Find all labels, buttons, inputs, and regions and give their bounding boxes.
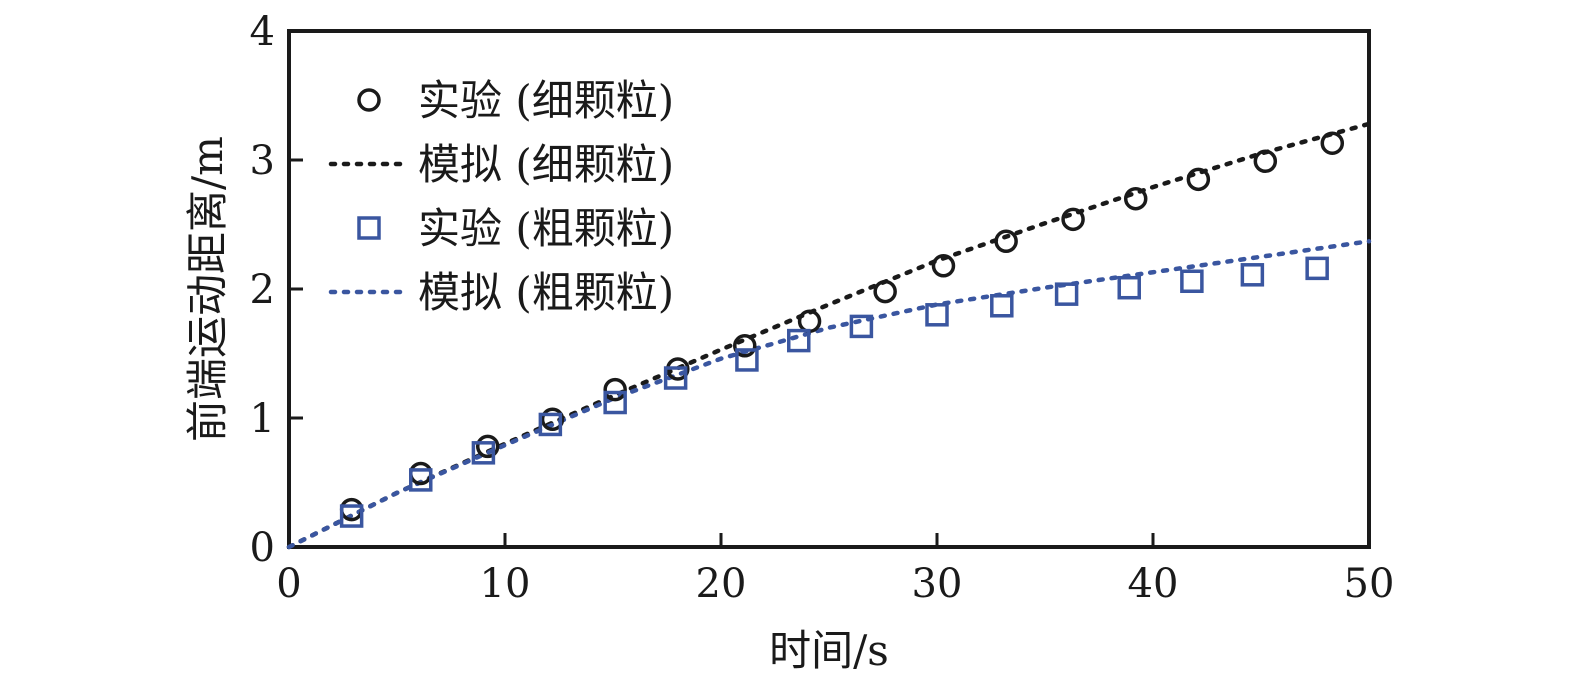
data-point-square — [849, 314, 874, 339]
data-point-square — [990, 294, 1014, 318]
y-axis-label: 前端运动距离/m — [183, 136, 232, 442]
series-line-3 — [286, 239, 1372, 550]
data-point-square — [409, 468, 433, 492]
data-point-square — [538, 412, 563, 437]
data-point-square — [603, 390, 627, 415]
data-point-square — [339, 504, 364, 528]
legend-label: 模拟 (粗颗粒) — [418, 268, 674, 317]
legend-item: 模拟 (细颗粒) — [328, 140, 674, 189]
y-tick-label: 4 — [250, 9, 275, 55]
data-point-square — [1180, 269, 1204, 294]
x-tick-label: 20 — [696, 561, 747, 607]
legend-label: 模拟 (细颗粒) — [418, 140, 674, 189]
data-point-square — [1240, 263, 1265, 287]
legend-label: 实验 (细颗粒) — [418, 76, 674, 125]
legend-item: 实验 (粗颗粒) — [357, 204, 674, 253]
y-tick-label: 1 — [250, 396, 275, 442]
data-point-circle — [1253, 149, 1278, 174]
data-point-square — [471, 441, 496, 465]
legend-item: 实验 (细颗粒) — [357, 76, 674, 125]
data-point-circle — [873, 279, 897, 304]
data-point-square — [663, 366, 688, 390]
data-point-circle — [1186, 167, 1211, 192]
x-axis: 0 10 20 30 40 50 — [276, 533, 1394, 607]
data-point-circle — [540, 407, 565, 432]
data-point-circle — [475, 434, 500, 459]
data-point-square — [1305, 256, 1329, 281]
data-point-circle — [1061, 207, 1085, 232]
y-tick-label: 2 — [250, 267, 275, 313]
data-point-circle — [603, 377, 627, 402]
data-point-square — [735, 348, 759, 372]
legend-square-swatch — [357, 216, 381, 240]
y-tick-label: 0 — [250, 525, 275, 571]
data-point-square — [1117, 275, 1141, 300]
data-point-square — [1054, 282, 1079, 306]
legend-label: 实验 (粗颗粒) — [418, 204, 674, 253]
x-tick-label: 0 — [276, 561, 301, 607]
data-point-circle — [994, 229, 1018, 254]
x-tick-label: 40 — [1128, 561, 1179, 607]
series-layer — [286, 121, 1372, 550]
x-tick-label: 10 — [480, 561, 531, 607]
data-point-circle — [931, 254, 956, 278]
data-point-circle — [733, 334, 757, 358]
data-point-square — [925, 303, 949, 327]
data-point-circle — [1320, 131, 1345, 155]
legend: 实验 (细颗粒) 模拟 (细颗粒) 实验 (粗颗粒) 模拟 (粗颗粒) — [328, 76, 674, 317]
data-point-circle — [1123, 186, 1148, 211]
x-tick-label: 30 — [912, 561, 963, 607]
y-tick-label: 3 — [250, 138, 275, 184]
legend-circle-swatch — [357, 88, 381, 112]
x-axis-label: 时间/s — [769, 626, 889, 675]
legend-item: 模拟 (粗颗粒) — [328, 268, 674, 317]
data-point-square — [787, 328, 811, 353]
y-axis: 0 1 2 3 4 — [250, 9, 303, 571]
x-tick-label: 50 — [1344, 561, 1395, 607]
